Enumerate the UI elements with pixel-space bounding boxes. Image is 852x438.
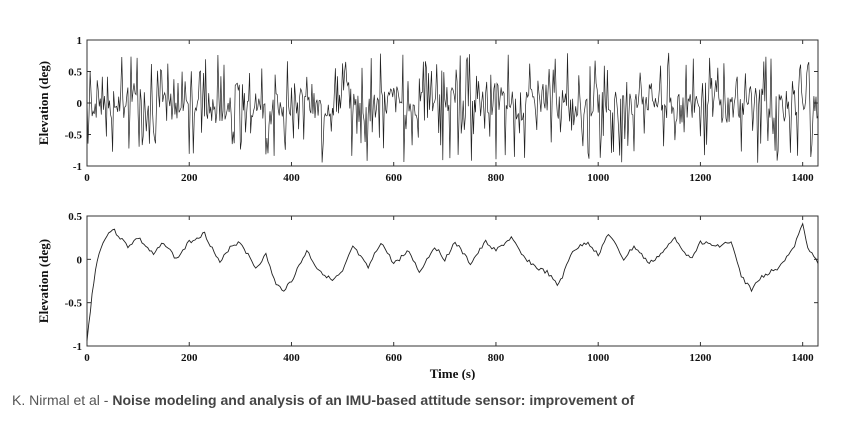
x-tick-label: 1400 bbox=[792, 352, 815, 364]
x-tick-label: 400 bbox=[283, 172, 300, 184]
y-axis-label: Elevation (deg) bbox=[36, 239, 51, 323]
plot-frame bbox=[86, 215, 819, 347]
x-tick-label: 800 bbox=[488, 352, 505, 364]
caption-title: Noise modeling and analysis of an IMU-ba… bbox=[112, 392, 635, 408]
plot-frame bbox=[86, 39, 819, 167]
x-tick-label: 600 bbox=[385, 352, 402, 364]
x-tick-label: 1000 bbox=[587, 172, 610, 184]
y-tick-label: -1 bbox=[73, 341, 82, 353]
series-line bbox=[86, 52, 819, 163]
y-tick-label: -0.5 bbox=[65, 130, 83, 142]
chart-panel-bottom: 0 200 400 600 800 1000 1200 1400 0.5 0 -0.5 -1 Eleva… bbox=[36, 211, 819, 380]
y-tick-label: 0.5 bbox=[68, 67, 82, 79]
x-tick-label: 400 bbox=[283, 352, 300, 364]
x-tick-label: 1200 bbox=[689, 352, 712, 364]
y-tick-label: 0.5 bbox=[68, 211, 82, 223]
x-tick-label: 1400 bbox=[792, 172, 815, 184]
x-axis-label: Time (s) bbox=[430, 366, 476, 380]
x-tick-label: 1000 bbox=[587, 352, 610, 364]
y-tick-label: 1 bbox=[77, 35, 83, 47]
x-tick-label: 0 bbox=[84, 352, 90, 364]
figure-caption: K. Nirmal et al - Noise modeling and ana… bbox=[12, 392, 634, 408]
figure: 0 200 400 600 800 1000 1200 1400 1 0.5 0 -0.5 -1 Elev… bbox=[36, 35, 819, 380]
x-tick-label: 600 bbox=[385, 172, 402, 184]
y-tick-label: 0 bbox=[77, 98, 83, 110]
x-tick-label: 800 bbox=[488, 172, 505, 184]
caption-authors: K. Nirmal et al - bbox=[12, 392, 113, 408]
y-tick-label: -1 bbox=[73, 161, 82, 173]
chart-panel-top: 0 200 400 600 800 1000 1200 1400 1 0.5 0 -0.5 -1 Elev… bbox=[36, 35, 819, 184]
x-tick-label: 200 bbox=[181, 352, 198, 364]
series-line bbox=[86, 222, 819, 342]
y-axis-label: Elevation (deg) bbox=[36, 61, 51, 145]
y-tick-label: 0 bbox=[77, 254, 83, 266]
y-tick-label: -0.5 bbox=[65, 298, 83, 310]
x-tick-label: 200 bbox=[181, 172, 198, 184]
x-tick-label: 0 bbox=[84, 172, 90, 184]
x-tick-label: 1200 bbox=[689, 172, 712, 184]
